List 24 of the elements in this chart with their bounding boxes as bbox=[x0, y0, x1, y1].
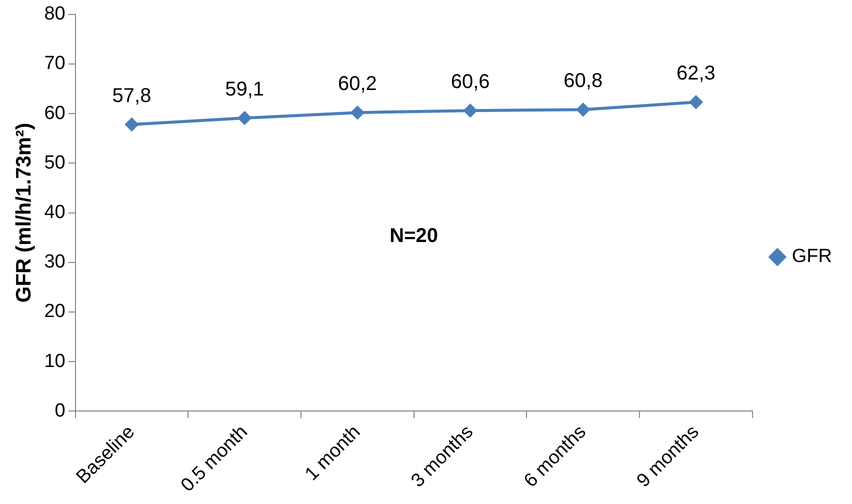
legend-label: GFR bbox=[792, 246, 832, 268]
y-tick-label: 10 bbox=[44, 350, 66, 372]
data-label: 60,8 bbox=[564, 70, 603, 92]
point bbox=[689, 96, 702, 109]
y-tick-label: 70 bbox=[44, 53, 66, 74]
data-label: 60,6 bbox=[450, 71, 490, 94]
point bbox=[238, 112, 252, 125]
y-tick-label: 30 bbox=[44, 252, 66, 273]
y-tick-label: 20 bbox=[44, 301, 66, 322]
point bbox=[350, 106, 364, 120]
point bbox=[125, 118, 138, 131]
annotation: N=20 bbox=[390, 225, 438, 248]
y-tick-label: 40 bbox=[44, 202, 66, 223]
y-tick-label: 80 bbox=[44, 4, 66, 25]
y-tick-label: 60 bbox=[44, 102, 66, 124]
data-label: 57,8 bbox=[112, 85, 152, 108]
data-label: 60,2 bbox=[338, 73, 377, 96]
y-tick-label: 50 bbox=[44, 152, 66, 174]
y-tick-label: 0 bbox=[54, 400, 66, 422]
data-label: 59,1 bbox=[225, 78, 264, 101]
data-label: 62,3 bbox=[676, 62, 716, 85]
point bbox=[576, 103, 590, 116]
y-axis-title: GFR (ml/h/1.73m²) bbox=[12, 122, 36, 303]
point bbox=[464, 104, 477, 118]
